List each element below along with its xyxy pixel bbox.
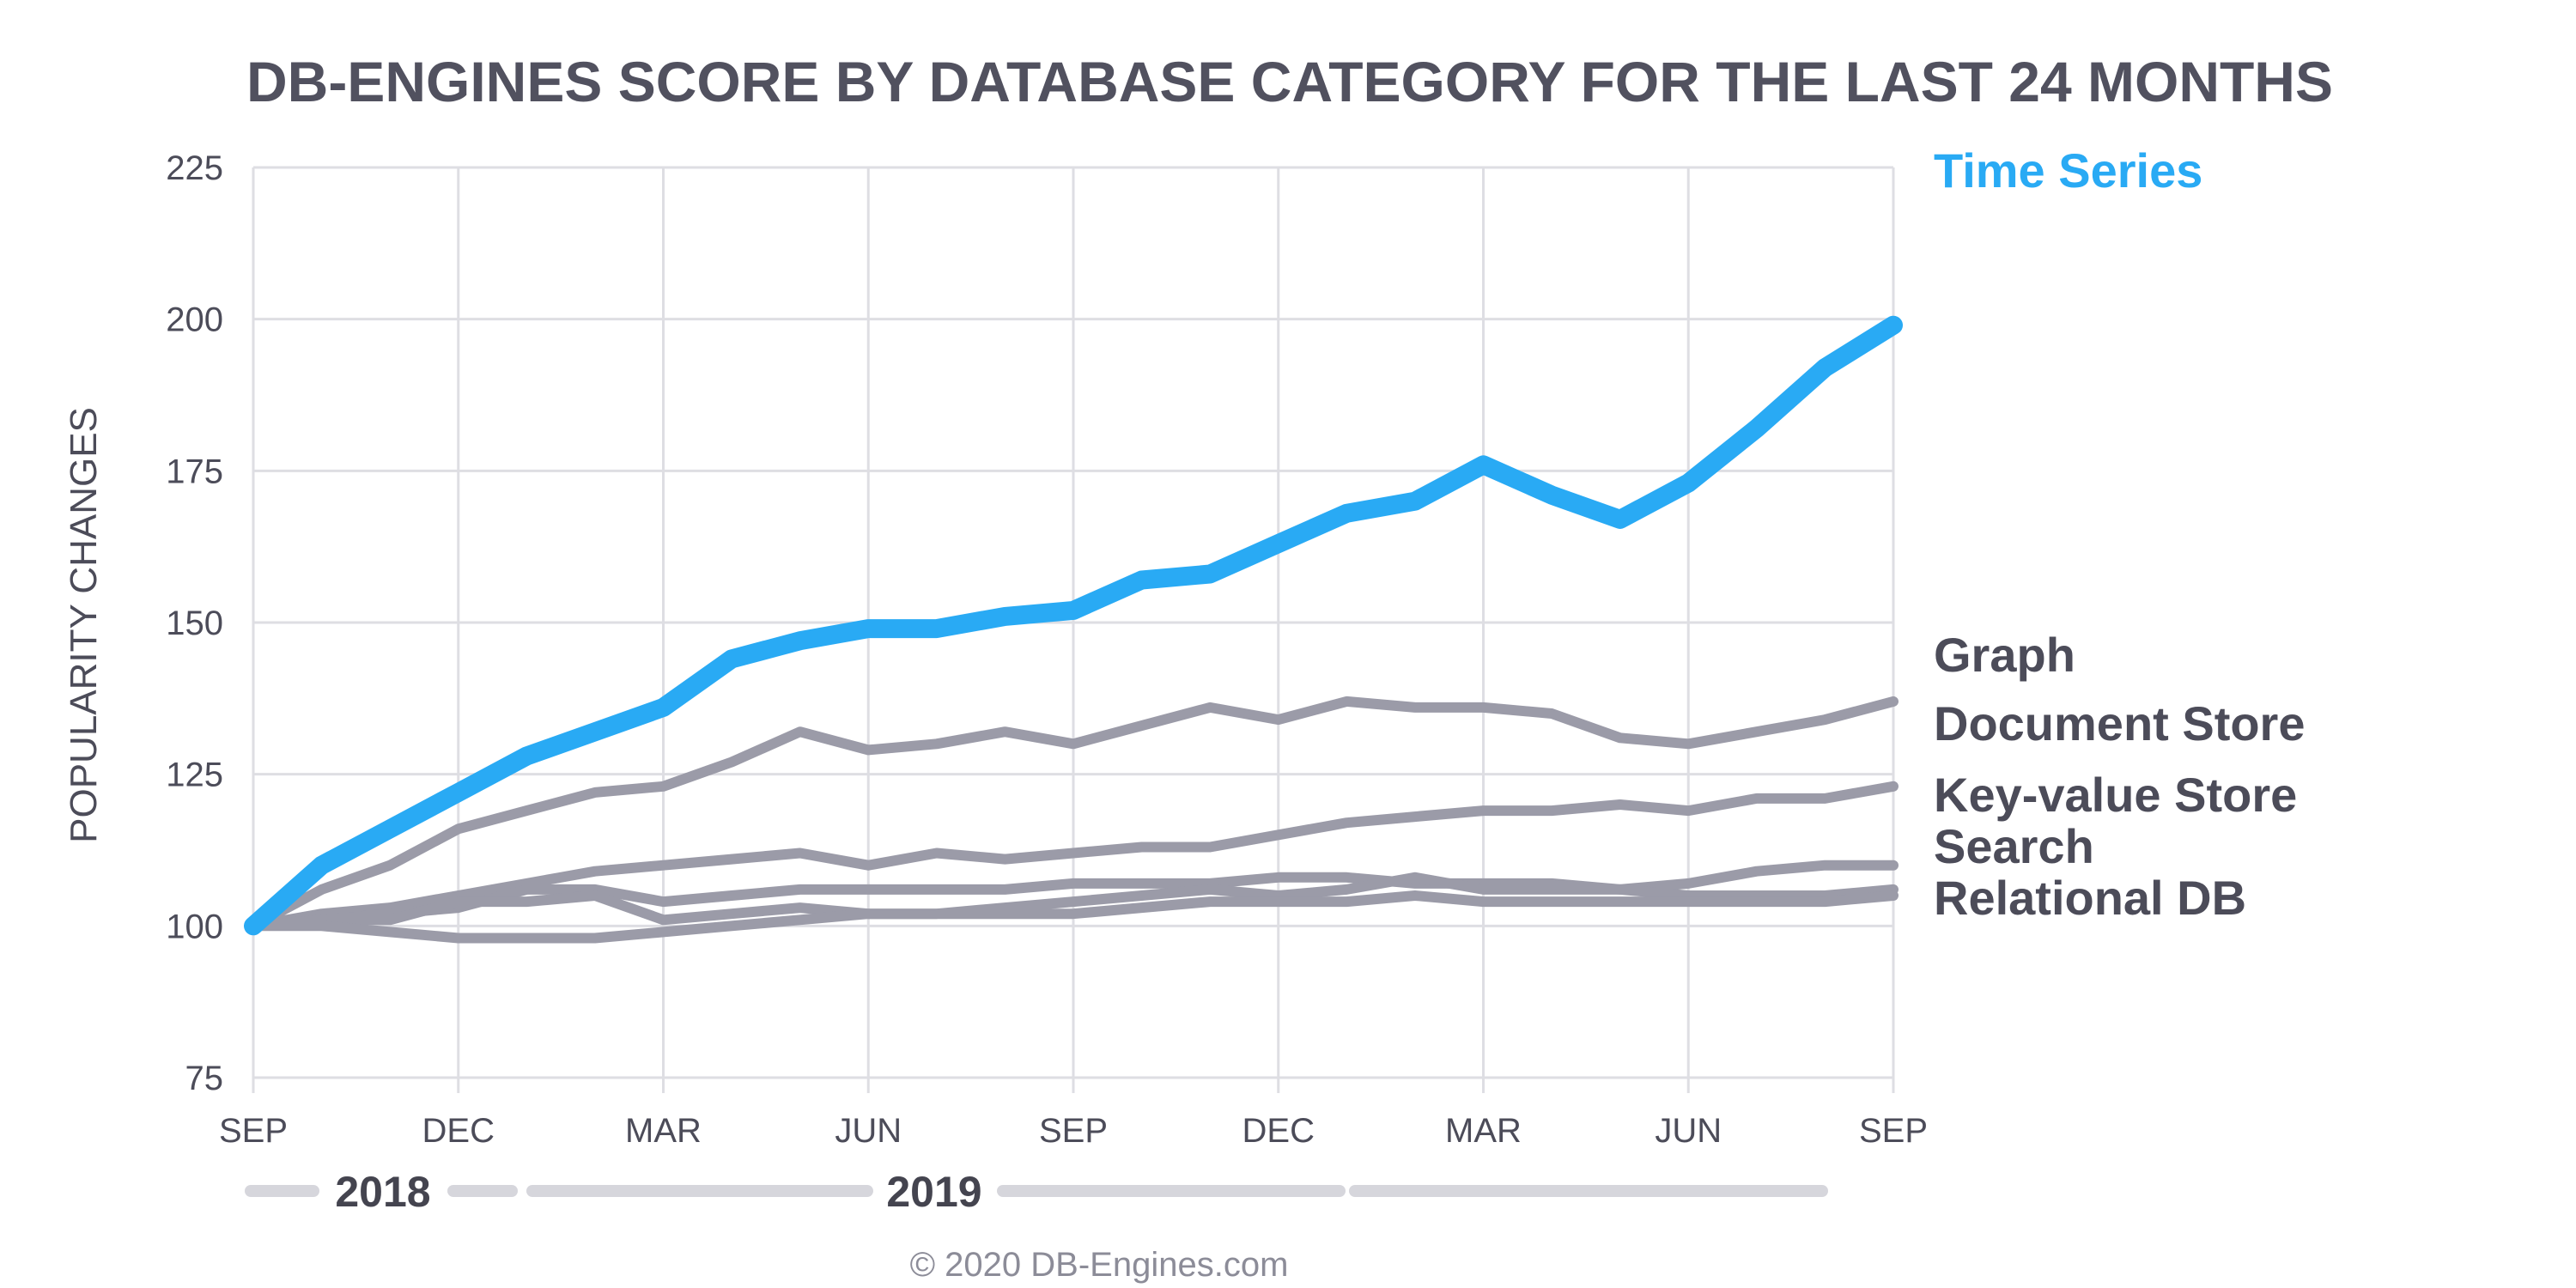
y-tick-label: 175 <box>166 453 223 490</box>
series-line-document-store <box>248 781 1899 932</box>
series-line-graph <box>248 696 1899 932</box>
chart-title: DB-ENGINES SCORE BY DATABASE CATEGORY FO… <box>246 50 2333 113</box>
year-label-2018: 2018 <box>335 1168 430 1216</box>
gridlines <box>252 166 1895 1093</box>
series-label-relational-db: Relational DB <box>1934 871 2246 925</box>
x-tick-label: MAR <box>1445 1112 1522 1150</box>
year-label-2019: 2019 <box>886 1168 981 1216</box>
series-lines <box>244 315 1903 944</box>
year-bars: 2018 2019 <box>245 1168 1828 1216</box>
x-tick-label: MAR <box>625 1112 702 1150</box>
x-tick-label: DEC <box>1242 1112 1315 1150</box>
series-line-time-series <box>244 315 1903 936</box>
series-label-search: Search <box>1934 819 2094 873</box>
series-label-document-store: Document Store <box>1934 696 2306 750</box>
x-tick-label: SEP <box>219 1112 288 1150</box>
y-tick-label: 225 <box>166 149 223 187</box>
x-tick-label: JUN <box>1655 1112 1722 1150</box>
x-tick-label: SEP <box>1859 1112 1928 1150</box>
series-line-search <box>248 872 1899 932</box>
y-tick-label: 100 <box>166 908 223 945</box>
x-tick-label: JUN <box>835 1112 902 1150</box>
y-axis-ticks: 75 100 125 150 175 200 225 <box>166 149 223 1097</box>
x-tick-label: SEP <box>1039 1112 1108 1150</box>
y-tick-label: 75 <box>185 1060 224 1097</box>
series-line-relational-db <box>248 890 1899 944</box>
y-axis-label: POPULARITY CHANGES <box>63 407 105 843</box>
series-label-key-value-store: Key-value Store <box>1934 768 2297 822</box>
series-labels: Time Series Graph Document Store Key-value … <box>1934 143 2306 925</box>
y-tick-label: 150 <box>166 605 223 642</box>
x-tick-label: DEC <box>422 1112 495 1150</box>
copyright: © 2020 DB-Engines.com <box>910 1246 1289 1284</box>
y-tick-label: 200 <box>166 301 223 339</box>
series-label-time-series: Time Series <box>1934 143 2202 197</box>
x-axis-ticks: SEP DEC MAR JUN SEP DEC MAR JUN SEP <box>219 1112 1928 1150</box>
series-label-graph: Graph <box>1934 628 2075 682</box>
y-tick-label: 125 <box>166 756 223 794</box>
